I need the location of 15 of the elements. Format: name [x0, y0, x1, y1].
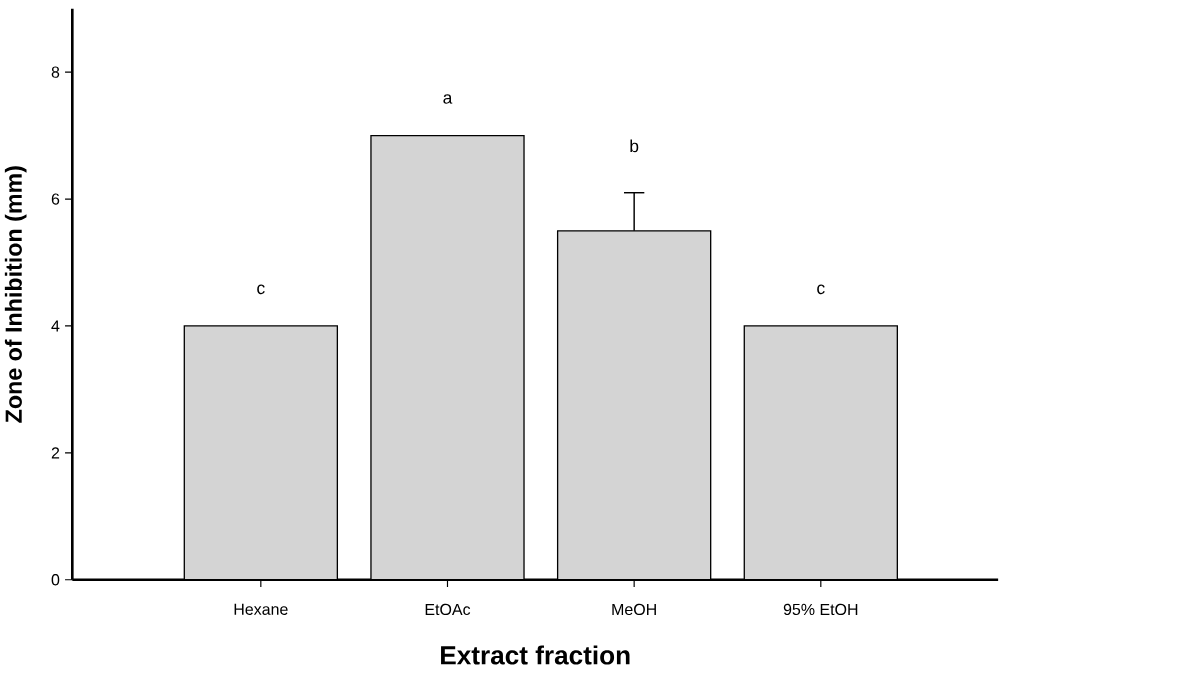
- annotation: a: [443, 94, 453, 104]
- x-tick-label: EtOAc: [425, 603, 471, 616]
- x-tick-label: MeOH: [612, 603, 656, 616]
- x-axis-title: Extract fraction: [441, 645, 630, 665]
- y-tick-label: 6: [51, 193, 60, 205]
- y-tick-label: 0: [51, 574, 60, 586]
- annotation: c: [257, 284, 265, 295]
- x-tick-label: Hexane: [234, 603, 288, 615]
- y-tick-label: 4: [51, 320, 60, 332]
- x-tick-label: 95% EtOH: [783, 603, 858, 616]
- y-axis-title: Zone of Inhibition (mm): [4, 166, 27, 423]
- annotation: c: [817, 284, 825, 295]
- y-tick-label: 2: [51, 447, 60, 459]
- annotation: b: [630, 139, 639, 153]
- y-tick-label: 8: [51, 66, 60, 78]
